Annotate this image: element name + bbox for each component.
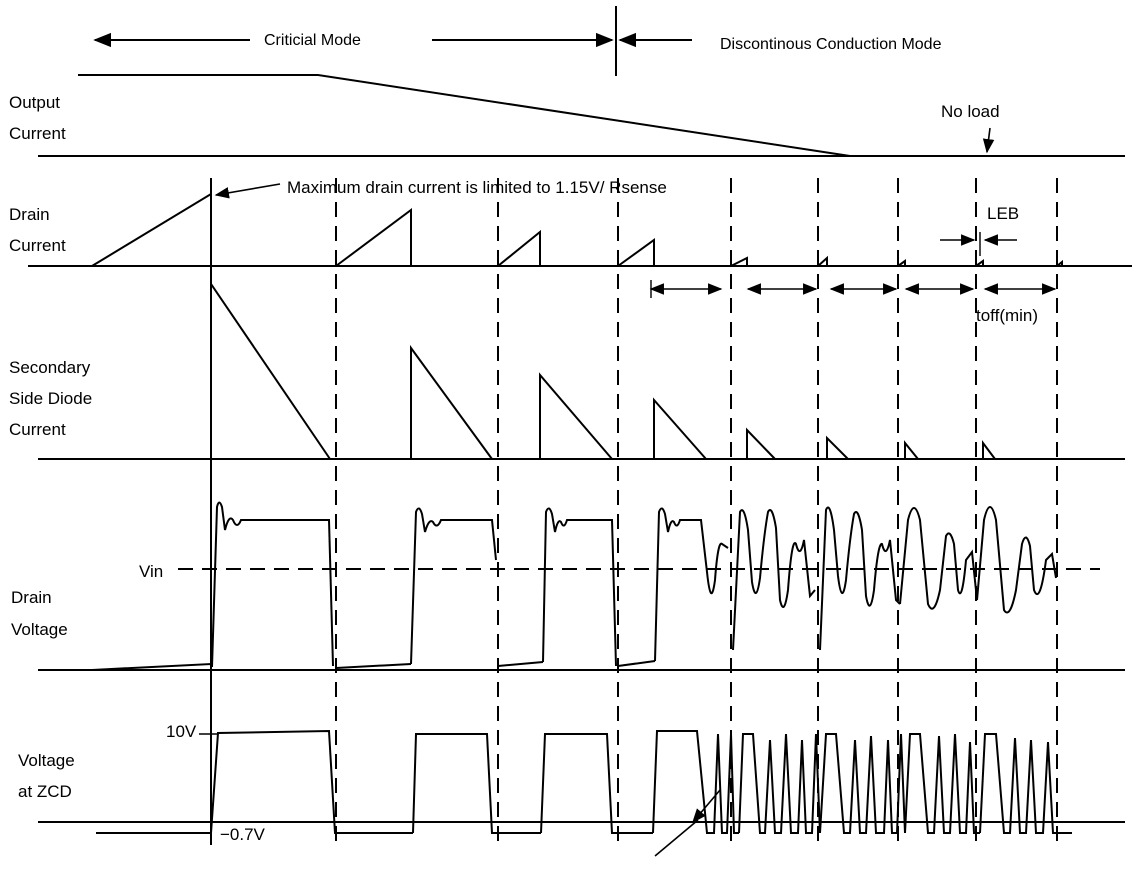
zcd-pulse-8 (979, 733, 1072, 834)
zcd-pointer-tail (654, 819, 699, 857)
drain-current-pulse-1 (91, 192, 212, 267)
zcd-voltage-label-line2: at ZCD (18, 782, 72, 801)
drain-current-pulse-7 (897, 259, 906, 267)
drain-voltage-cycle-5 (732, 509, 816, 651)
zcd-10v-annotation: 10V (166, 722, 197, 741)
drain-current-pulse-3 (497, 229, 541, 267)
secondary-diode-label-line3: Current (9, 420, 66, 439)
drain-voltage-label-line1: Drain (11, 588, 52, 607)
secondary-diode-pulse-7 (904, 440, 919, 460)
zcd-voltage-label-line1: Voltage (18, 751, 75, 770)
drain-voltage-cycle-2 (410, 507, 497, 665)
discontinuous-mode-label: Discontinous Conduction Mode (714, 32, 948, 58)
drain-voltage-ramp-4 (617, 660, 656, 667)
zcd-pulse-2 (412, 733, 541, 834)
drain-voltage-cycle-8 (976, 506, 1057, 614)
drain-voltage-ramp-1 (91, 662, 212, 671)
drain-current-label-line2: Current (9, 236, 66, 255)
drain-voltage-cycle-6 (819, 506, 901, 651)
no-load-annotation: No load (941, 102, 1000, 121)
zcd-pulse-6 (819, 733, 906, 834)
drain-current-pulse-9 (1056, 259, 1063, 267)
secondary-diode-pulse-5 (746, 427, 776, 460)
zcd-pointer (692, 789, 721, 824)
secondary-diode-pulse-4 (653, 397, 707, 460)
drain-voltage-cycle-4 (654, 507, 729, 662)
secondary-diode-label-line1: Secondary (9, 358, 91, 377)
secondary-diode-pulse-8 (982, 440, 996, 460)
output-current-label-line1: Output (9, 93, 61, 112)
drain-current-pulse-6 (817, 255, 828, 267)
zcd-pulse-7 (904, 733, 980, 834)
drain-current-pulse-2 (335, 208, 412, 267)
drain-voltage-cycle-1 (211, 501, 334, 668)
secondary-diode-pulse-1 (210, 280, 331, 460)
zcd-pulse-4 (652, 730, 739, 834)
drain-voltage-ramp-3 (497, 661, 544, 667)
max-drain-pointer (214, 183, 281, 199)
drain-current-pulse-5 (730, 256, 748, 267)
zcd-pulse-3 (540, 733, 653, 834)
max-drain-annotation: Maximum drain current is limited to 1.15… (287, 178, 667, 197)
vin-annotation: Vin (139, 562, 164, 581)
critical-mode-label: Criticial Mode (258, 28, 367, 54)
zcd-pulse-5 (738, 733, 821, 834)
drain-voltage-cycle-7 (899, 507, 978, 610)
secondary-diode-label-line2: Side Diode (9, 389, 93, 408)
leb-annotation: LEB (987, 204, 1020, 223)
zcd-neg07v-annotation: −0.7V (220, 825, 265, 844)
drain-current-pulse-8 (975, 259, 984, 267)
drain-voltage-ramp-2 (335, 663, 412, 669)
drain-voltage-cycle-3 (542, 507, 617, 667)
secondary-diode-pulse-6 (826, 435, 849, 460)
output-current-waveform (78, 74, 851, 157)
no-load-pointer (982, 127, 995, 154)
output-current-label-line2: Current (9, 124, 66, 143)
toff-min-annotation: toff(min) (976, 306, 1039, 325)
secondary-diode-pulse-2 (410, 344, 493, 460)
secondary-diode-pulse-3 (539, 372, 613, 460)
drain-current-pulse-4 (617, 238, 655, 267)
drain-current-label-line1: Drain (9, 205, 50, 224)
drain-voltage-label-line2: Voltage (11, 620, 68, 639)
zcd-pulse-1 (210, 729, 413, 834)
